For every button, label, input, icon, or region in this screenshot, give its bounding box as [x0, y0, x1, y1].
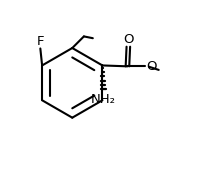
Text: NH₂: NH₂	[91, 93, 116, 106]
Text: F: F	[37, 35, 44, 48]
Text: O: O	[123, 33, 133, 46]
Text: O: O	[146, 60, 157, 73]
